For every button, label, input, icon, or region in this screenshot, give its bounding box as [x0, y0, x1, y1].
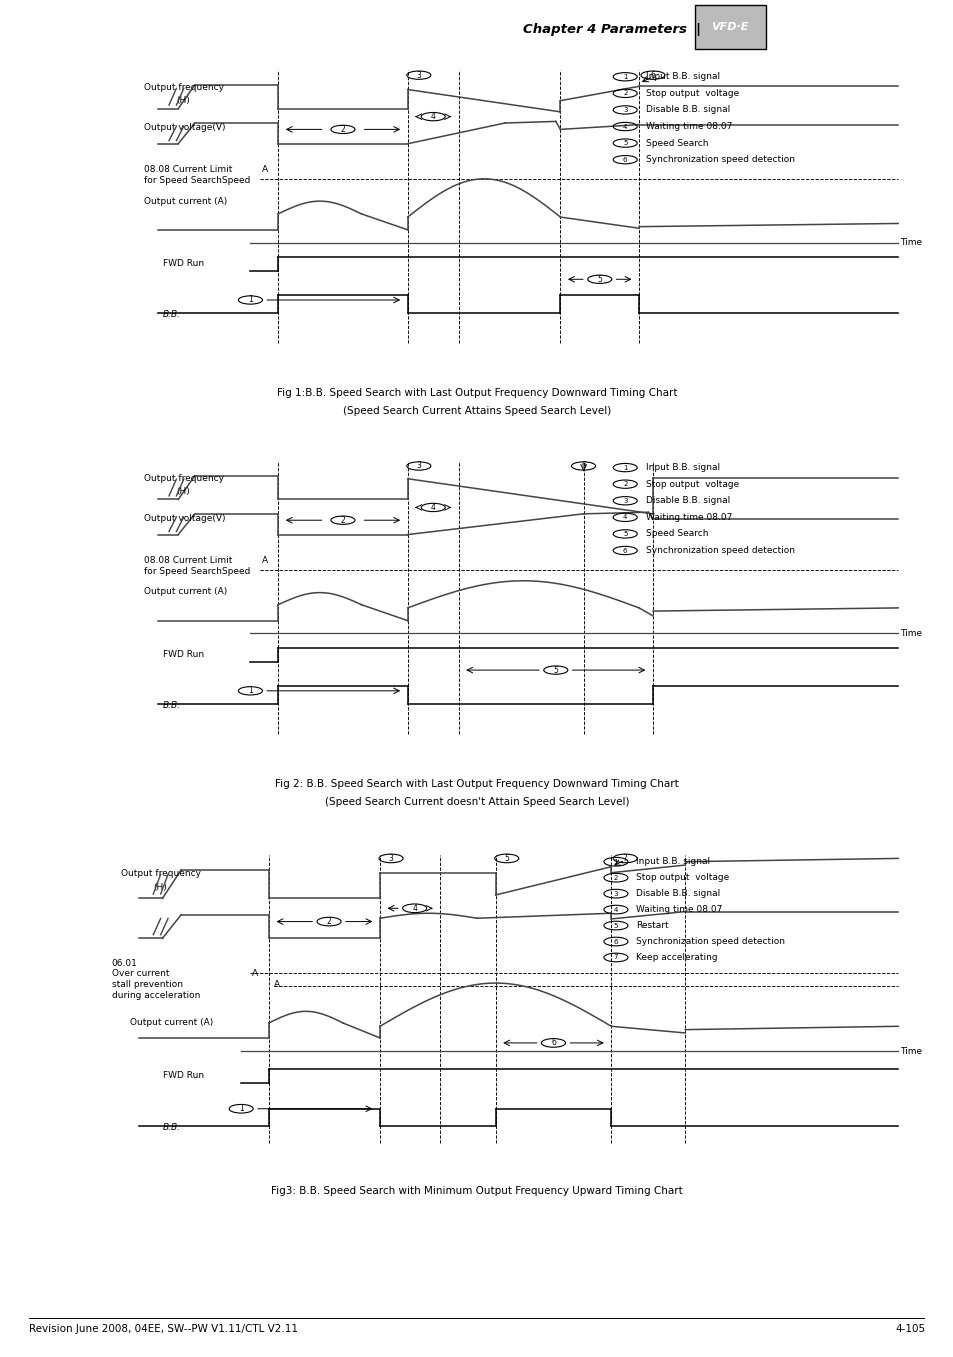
Text: Keep accelerating: Keep accelerating — [636, 953, 718, 962]
Text: Output voltage(V): Output voltage(V) — [144, 514, 225, 522]
Text: 5: 5 — [504, 854, 509, 863]
FancyBboxPatch shape — [694, 5, 765, 49]
Text: Output frequency: Output frequency — [144, 474, 224, 483]
Text: 4: 4 — [622, 123, 627, 129]
Text: 4: 4 — [412, 904, 416, 913]
Text: 06.01: 06.01 — [112, 958, 137, 968]
Text: 2: 2 — [326, 917, 331, 925]
Text: (H): (H) — [176, 487, 190, 497]
Text: 4: 4 — [431, 113, 436, 121]
Text: 2: 2 — [340, 125, 345, 134]
Text: 08.08 Current Limit: 08.08 Current Limit — [144, 164, 233, 174]
Text: FWD Run: FWD Run — [162, 650, 203, 658]
Text: Stop output  voltage: Stop output voltage — [636, 873, 729, 882]
Text: Synchronization speed detection: Synchronization speed detection — [645, 546, 794, 555]
Text: FWD Run: FWD Run — [162, 1071, 203, 1080]
Text: A: A — [274, 980, 279, 989]
Text: Speed Search: Speed Search — [645, 529, 707, 539]
Text: 3: 3 — [416, 461, 421, 471]
Text: B.B.: B.B. — [162, 309, 180, 319]
Text: Input B.B. signal: Input B.B. signal — [645, 463, 719, 472]
Text: 7: 7 — [613, 954, 618, 961]
Text: 4: 4 — [613, 906, 618, 913]
Text: Fig3: B.B. Speed Search with Minimum Output Frequency Upward Timing Chart: Fig3: B.B. Speed Search with Minimum Out… — [271, 1186, 682, 1196]
Text: Time: Time — [899, 237, 922, 247]
Text: 3: 3 — [613, 890, 618, 897]
Text: 6: 6 — [551, 1038, 556, 1048]
Text: 5: 5 — [553, 665, 558, 674]
Text: Output voltage(V): Output voltage(V) — [144, 123, 225, 132]
Text: Input B.B. signal: Input B.B. signal — [636, 858, 710, 866]
Text: Restart: Restart — [636, 921, 668, 930]
Text: Synchronization speed detection: Synchronization speed detection — [645, 155, 794, 164]
Text: 4: 4 — [431, 503, 436, 512]
Text: Output current (A): Output current (A) — [130, 1019, 213, 1027]
Text: Output frequency: Output frequency — [144, 83, 224, 92]
Text: 1: 1 — [248, 687, 253, 695]
Text: VFD·E: VFD·E — [711, 22, 748, 33]
Text: 6: 6 — [622, 156, 627, 163]
Text: Over current: Over current — [112, 969, 169, 978]
Text: Fig 2: B.B. Speed Search with Last Output Frequency Downward Timing Chart: Fig 2: B.B. Speed Search with Last Outpu… — [274, 779, 679, 788]
Text: 2: 2 — [622, 91, 627, 96]
Text: 1: 1 — [248, 296, 253, 304]
Text: FWD Run: FWD Run — [162, 259, 203, 267]
Text: 4-105: 4-105 — [894, 1324, 924, 1334]
Text: during acceleration: during acceleration — [112, 991, 200, 1000]
Text: A: A — [261, 555, 268, 565]
Text: Input B.B. signal: Input B.B. signal — [645, 72, 719, 81]
Text: 2: 2 — [613, 875, 618, 881]
Text: Output current (A): Output current (A) — [144, 197, 227, 206]
Text: Synchronization speed detection: Synchronization speed detection — [636, 938, 784, 946]
Text: 3: 3 — [622, 498, 627, 503]
Text: A: A — [252, 969, 258, 977]
Text: 2: 2 — [622, 482, 627, 487]
Text: 1: 1 — [622, 73, 627, 80]
Text: B.B.: B.B. — [162, 1124, 180, 1132]
Text: Waiting time 08.07: Waiting time 08.07 — [645, 122, 731, 132]
Text: (H): (H) — [153, 883, 167, 892]
Text: 08.08 Current Limit: 08.08 Current Limit — [144, 555, 233, 565]
Text: 5: 5 — [613, 923, 618, 928]
Text: 5: 5 — [622, 531, 627, 537]
Text: (H): (H) — [176, 96, 190, 106]
Text: 1: 1 — [613, 859, 618, 864]
Text: Disable B.B. signal: Disable B.B. signal — [636, 889, 720, 898]
Text: 3: 3 — [416, 71, 421, 80]
Text: Waiting time 08.07: Waiting time 08.07 — [636, 905, 722, 915]
Text: Time: Time — [899, 628, 922, 638]
Text: 2: 2 — [340, 516, 345, 525]
Text: Disable B.B. signal: Disable B.B. signal — [645, 497, 729, 505]
Text: 3: 3 — [622, 107, 627, 113]
Text: 6: 6 — [580, 461, 585, 471]
Text: Revision June 2008, 04EE, SW--PW V1.11/CTL V2.11: Revision June 2008, 04EE, SW--PW V1.11/C… — [29, 1324, 297, 1334]
Text: Fig 1:B.B. Speed Search with Last Output Frequency Downward Timing Chart: Fig 1:B.B. Speed Search with Last Output… — [276, 388, 677, 398]
Text: Stop output  voltage: Stop output voltage — [645, 479, 738, 489]
Text: 6: 6 — [622, 547, 627, 554]
Text: 3: 3 — [388, 854, 393, 863]
Text: B.B.: B.B. — [162, 700, 180, 710]
Text: Chapter 4 Parameters  |: Chapter 4 Parameters | — [522, 23, 700, 37]
Text: (Speed Search Current Attains Speed Search Level): (Speed Search Current Attains Speed Sear… — [342, 406, 611, 415]
Text: 5: 5 — [622, 140, 627, 147]
Text: 7: 7 — [622, 854, 627, 863]
Text: Output current (A): Output current (A) — [144, 588, 227, 597]
Text: (Speed Search Current doesn't Attain Speed Search Level): (Speed Search Current doesn't Attain Spe… — [324, 797, 629, 806]
Text: 5: 5 — [597, 274, 601, 284]
Text: Time: Time — [899, 1046, 922, 1056]
Text: 1: 1 — [622, 464, 627, 471]
Text: 6: 6 — [613, 939, 618, 944]
Text: 1: 1 — [238, 1105, 243, 1113]
Text: for Speed SearchSpeed: for Speed SearchSpeed — [144, 176, 250, 185]
Text: for Speed SearchSpeed: for Speed SearchSpeed — [144, 567, 250, 575]
Text: Speed Search: Speed Search — [645, 138, 707, 148]
Text: Output frequency: Output frequency — [121, 868, 201, 878]
Text: 4: 4 — [622, 514, 627, 520]
Text: 6: 6 — [650, 71, 655, 80]
Text: Stop output  voltage: Stop output voltage — [645, 88, 738, 98]
Text: Disable B.B. signal: Disable B.B. signal — [645, 106, 729, 114]
Text: stall prevention: stall prevention — [112, 980, 182, 989]
Text: A: A — [261, 164, 268, 174]
Text: Waiting time 08.07: Waiting time 08.07 — [645, 513, 731, 522]
